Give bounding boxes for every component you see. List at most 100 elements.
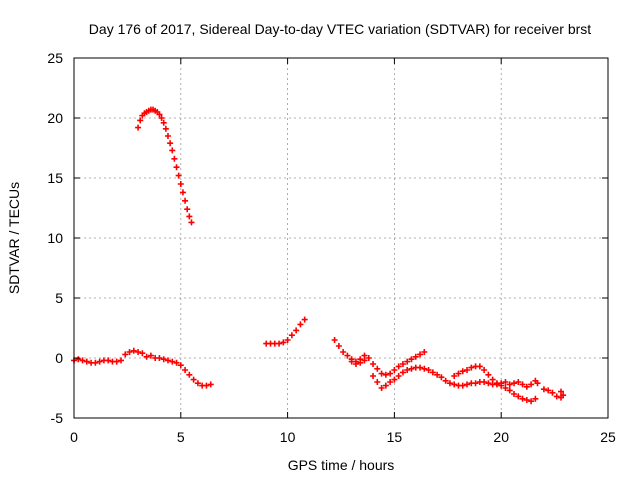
data-point bbox=[361, 357, 368, 364]
data-point bbox=[167, 140, 174, 147]
data-point bbox=[105, 357, 112, 364]
x-tick-label: 15 bbox=[387, 429, 403, 445]
data-point bbox=[162, 125, 169, 132]
data-point bbox=[502, 379, 509, 385]
grid-lines bbox=[74, 58, 608, 418]
data-point bbox=[391, 367, 398, 373]
data-point bbox=[186, 213, 193, 220]
data-point bbox=[169, 147, 176, 154]
data-point bbox=[75, 356, 82, 363]
y-tick-label: 10 bbox=[47, 230, 63, 246]
data-point bbox=[493, 381, 500, 388]
data-point bbox=[340, 349, 347, 355]
data-point bbox=[83, 358, 90, 365]
data-point bbox=[464, 367, 471, 373]
data-point bbox=[560, 392, 567, 399]
data-point bbox=[464, 381, 471, 388]
data-point bbox=[194, 380, 201, 387]
data-point bbox=[158, 115, 165, 121]
y-tick-label: 20 bbox=[47, 110, 63, 126]
data-point bbox=[284, 337, 291, 343]
data-point bbox=[137, 117, 144, 124]
x-tick-label: 0 bbox=[70, 429, 78, 445]
data-point bbox=[297, 321, 304, 328]
data-point bbox=[408, 365, 415, 372]
y-axis-label: SDTVAR / TECUs bbox=[6, 182, 22, 294]
data-point bbox=[288, 332, 295, 339]
data-point bbox=[425, 367, 432, 373]
series-arc-1 bbox=[71, 356, 124, 366]
data-point bbox=[280, 339, 287, 346]
data-point bbox=[117, 357, 124, 364]
data-point bbox=[370, 361, 377, 367]
x-tick-label: 10 bbox=[280, 429, 296, 445]
series-arc-4 bbox=[263, 316, 308, 347]
data-point bbox=[335, 343, 342, 349]
data-point bbox=[169, 358, 176, 365]
y-tick-label: 0 bbox=[55, 350, 63, 366]
data-point bbox=[421, 365, 428, 372]
series-arc-5 bbox=[331, 337, 428, 378]
data-point bbox=[92, 359, 99, 366]
data-point bbox=[370, 373, 377, 379]
data-point bbox=[468, 364, 475, 371]
data-point bbox=[164, 133, 171, 139]
x-tick-label: 20 bbox=[493, 429, 509, 445]
data-point bbox=[173, 359, 180, 366]
data-point bbox=[506, 387, 513, 394]
series-arc-8 bbox=[459, 377, 541, 390]
data-point bbox=[519, 395, 526, 402]
data-point bbox=[175, 172, 182, 179]
x-tick-label: 5 bbox=[177, 429, 185, 445]
data-point bbox=[293, 327, 300, 334]
data-point bbox=[408, 356, 415, 363]
data-point bbox=[515, 393, 522, 400]
y-tick-label: 15 bbox=[47, 170, 63, 186]
data-point bbox=[382, 382, 389, 389]
data-point bbox=[399, 369, 406, 376]
data-point bbox=[173, 164, 180, 171]
data-point bbox=[558, 388, 565, 395]
data-point bbox=[331, 337, 338, 343]
data-point bbox=[395, 373, 402, 379]
data-point bbox=[532, 395, 539, 402]
data-point bbox=[442, 377, 449, 384]
data-point bbox=[545, 387, 552, 394]
data-point bbox=[528, 398, 535, 405]
data-point bbox=[171, 155, 178, 162]
y-axis-ticks: -5 0 5 10 15 20 25 bbox=[47, 50, 608, 426]
data-point bbox=[79, 357, 86, 364]
data-point bbox=[130, 347, 137, 354]
x-tick-label: 25 bbox=[600, 429, 616, 445]
data-point bbox=[549, 389, 556, 396]
data-point bbox=[502, 385, 509, 391]
data-point bbox=[357, 359, 364, 366]
data-point bbox=[429, 369, 436, 376]
data-point bbox=[481, 379, 488, 385]
data-point bbox=[348, 358, 355, 365]
data-point bbox=[472, 380, 479, 387]
data-point bbox=[122, 351, 129, 358]
data-point bbox=[519, 381, 526, 388]
data-point bbox=[417, 351, 424, 358]
data-point bbox=[459, 382, 466, 389]
data-point bbox=[451, 373, 458, 379]
data-point bbox=[135, 124, 142, 131]
data-point bbox=[395, 363, 402, 370]
data-point bbox=[553, 393, 560, 400]
data-point bbox=[498, 380, 505, 387]
data-point bbox=[540, 386, 547, 393]
data-point bbox=[374, 365, 381, 372]
data-point bbox=[147, 352, 154, 359]
data-point bbox=[184, 206, 191, 213]
data-point bbox=[365, 355, 372, 361]
data-point bbox=[382, 371, 389, 378]
data-point bbox=[412, 353, 419, 360]
data-point bbox=[203, 382, 210, 389]
data-point bbox=[446, 380, 453, 387]
data-point bbox=[139, 350, 146, 357]
y-tick-label: -5 bbox=[51, 410, 64, 426]
data-point bbox=[399, 361, 406, 367]
data-point bbox=[506, 381, 513, 388]
